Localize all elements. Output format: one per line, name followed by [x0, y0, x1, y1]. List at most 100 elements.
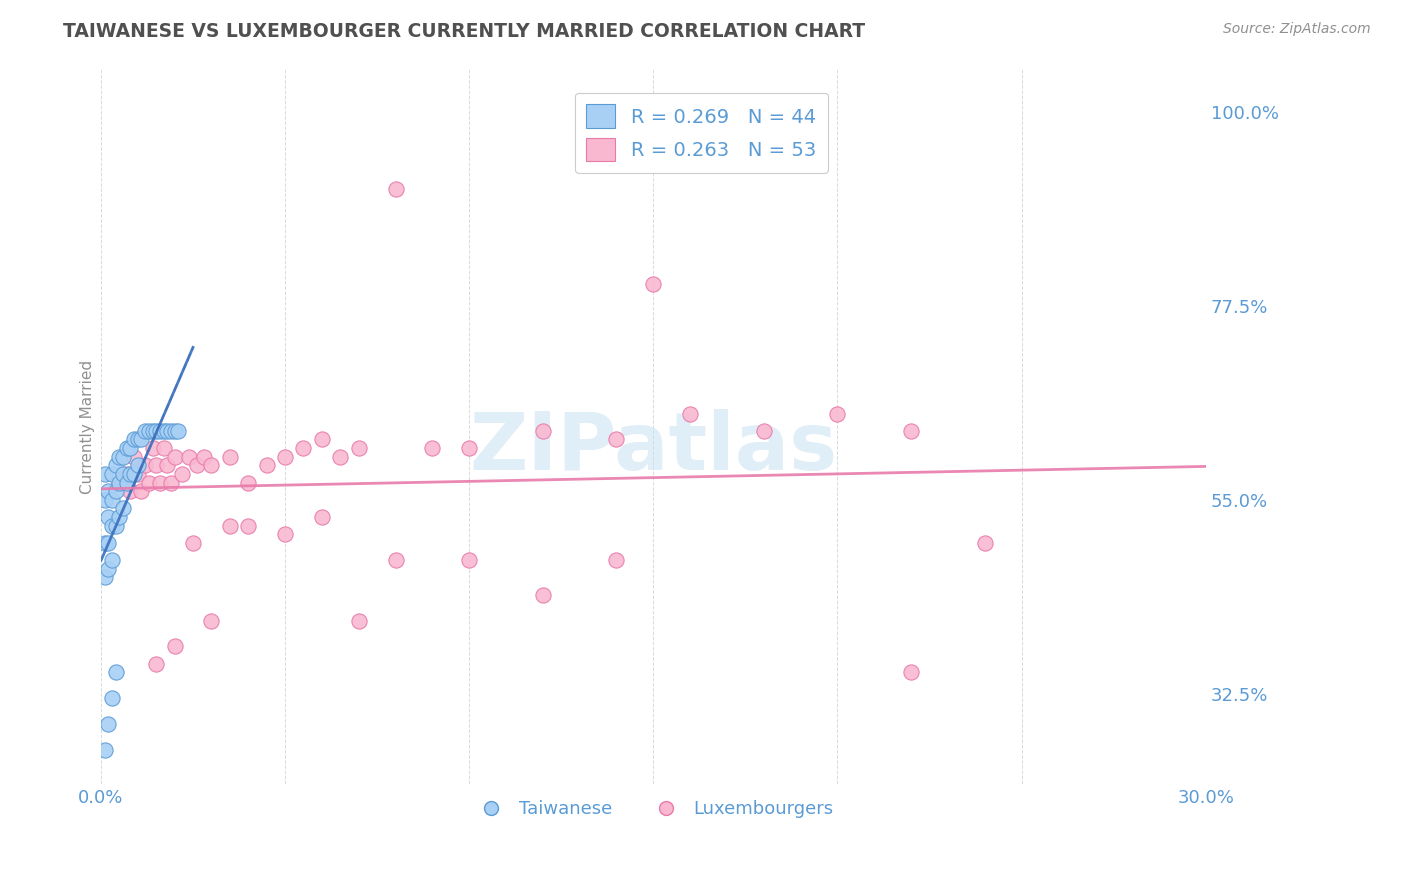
Point — [101, 492, 124, 507]
Point — [141, 441, 163, 455]
Point — [112, 450, 135, 464]
Point — [152, 424, 174, 438]
Point — [108, 510, 131, 524]
Y-axis label: Currently Married: Currently Married — [80, 359, 96, 493]
Point — [422, 441, 444, 455]
Point — [156, 424, 179, 438]
Point — [531, 588, 554, 602]
Point — [104, 665, 127, 680]
Point — [122, 450, 145, 464]
Point — [163, 450, 186, 464]
Point — [97, 717, 120, 731]
Point — [127, 433, 149, 447]
Point — [97, 562, 120, 576]
Point — [108, 475, 131, 490]
Point — [97, 536, 120, 550]
Point — [104, 458, 127, 473]
Point — [115, 475, 138, 490]
Point — [384, 182, 406, 196]
Point — [138, 424, 160, 438]
Point — [274, 450, 297, 464]
Point — [347, 441, 370, 455]
Point — [752, 424, 775, 438]
Point — [104, 518, 127, 533]
Point — [108, 475, 131, 490]
Point — [112, 501, 135, 516]
Point — [152, 441, 174, 455]
Point — [127, 458, 149, 473]
Point — [605, 433, 627, 447]
Point — [108, 450, 131, 464]
Point — [347, 614, 370, 628]
Point — [160, 424, 183, 438]
Point — [238, 475, 260, 490]
Point — [200, 458, 222, 473]
Point — [138, 475, 160, 490]
Point — [179, 450, 201, 464]
Point — [311, 433, 333, 447]
Point — [643, 277, 665, 292]
Point — [145, 458, 167, 473]
Point — [163, 640, 186, 654]
Text: TAIWANESE VS LUXEMBOURGER CURRENTLY MARRIED CORRELATION CHART: TAIWANESE VS LUXEMBOURGER CURRENTLY MARR… — [63, 22, 866, 41]
Point — [458, 553, 481, 567]
Point — [256, 458, 278, 473]
Point — [115, 467, 138, 481]
Text: ZIPatlas: ZIPatlas — [470, 409, 838, 487]
Point — [93, 536, 115, 550]
Point — [900, 424, 922, 438]
Point — [311, 510, 333, 524]
Point — [238, 518, 260, 533]
Point — [186, 458, 208, 473]
Point — [145, 424, 167, 438]
Legend: Taiwanese, Luxembourgers: Taiwanese, Luxembourgers — [467, 793, 841, 825]
Point — [97, 510, 120, 524]
Point — [101, 553, 124, 567]
Point — [93, 467, 115, 481]
Point — [145, 657, 167, 671]
Point — [112, 467, 135, 481]
Point — [104, 484, 127, 499]
Text: Source: ZipAtlas.com: Source: ZipAtlas.com — [1223, 22, 1371, 37]
Point — [329, 450, 352, 464]
Point — [156, 458, 179, 473]
Point — [134, 458, 156, 473]
Point — [127, 467, 149, 481]
Point — [200, 614, 222, 628]
Point — [458, 441, 481, 455]
Point — [170, 467, 193, 481]
Point — [218, 518, 240, 533]
Point — [120, 441, 142, 455]
Point — [97, 484, 120, 499]
Point — [149, 475, 172, 490]
Point — [531, 424, 554, 438]
Point — [292, 441, 315, 455]
Point — [93, 492, 115, 507]
Point — [141, 424, 163, 438]
Point — [131, 484, 153, 499]
Point — [193, 450, 215, 464]
Point — [122, 433, 145, 447]
Point — [827, 407, 849, 421]
Point — [115, 441, 138, 455]
Point — [181, 536, 204, 550]
Point — [167, 424, 190, 438]
Point — [134, 424, 156, 438]
Point — [120, 467, 142, 481]
Point — [384, 553, 406, 567]
Point — [149, 424, 172, 438]
Point — [93, 570, 115, 584]
Point — [101, 467, 124, 481]
Point — [274, 527, 297, 541]
Point — [101, 518, 124, 533]
Point — [163, 424, 186, 438]
Point — [605, 553, 627, 567]
Point — [218, 450, 240, 464]
Point — [679, 407, 702, 421]
Point — [122, 467, 145, 481]
Point — [93, 743, 115, 757]
Point — [160, 475, 183, 490]
Point — [973, 536, 995, 550]
Point — [120, 484, 142, 499]
Point — [900, 665, 922, 680]
